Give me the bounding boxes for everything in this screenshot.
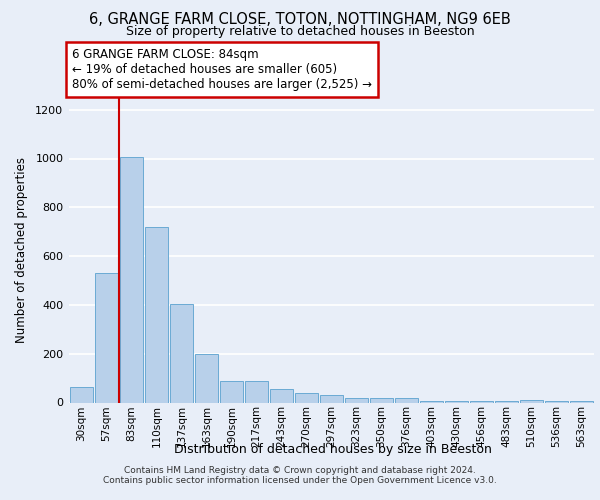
Text: 6, GRANGE FARM CLOSE, TOTON, NOTTINGHAM, NG9 6EB: 6, GRANGE FARM CLOSE, TOTON, NOTTINGHAM,… xyxy=(89,12,511,28)
Bar xyxy=(320,394,343,402)
Bar xyxy=(245,382,268,402)
Bar xyxy=(170,304,193,402)
Bar xyxy=(120,158,143,402)
Bar xyxy=(295,392,318,402)
Text: Distribution of detached houses by size in Beeston: Distribution of detached houses by size … xyxy=(174,442,492,456)
Bar xyxy=(270,388,293,402)
Text: Contains HM Land Registry data © Crown copyright and database right 2024.: Contains HM Land Registry data © Crown c… xyxy=(124,466,476,475)
Bar xyxy=(520,400,543,402)
Bar xyxy=(395,398,418,402)
Bar xyxy=(145,227,168,402)
Text: Contains public sector information licensed under the Open Government Licence v3: Contains public sector information licen… xyxy=(103,476,497,485)
Bar xyxy=(220,380,243,402)
Text: 6 GRANGE FARM CLOSE: 84sqm
← 19% of detached houses are smaller (605)
80% of sem: 6 GRANGE FARM CLOSE: 84sqm ← 19% of deta… xyxy=(71,48,371,92)
Bar xyxy=(95,273,118,402)
Bar xyxy=(345,398,368,402)
Y-axis label: Number of detached properties: Number of detached properties xyxy=(16,157,28,343)
Bar xyxy=(70,386,93,402)
Bar xyxy=(370,398,393,402)
Text: Size of property relative to detached houses in Beeston: Size of property relative to detached ho… xyxy=(125,25,475,38)
Bar xyxy=(195,354,218,403)
